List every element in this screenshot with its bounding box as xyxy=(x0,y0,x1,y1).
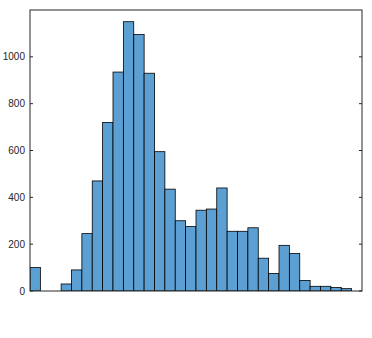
histogram-bar xyxy=(279,245,289,291)
histogram-bar xyxy=(196,210,206,291)
histogram-bar xyxy=(217,188,227,291)
histogram-bar xyxy=(175,221,185,291)
histogram-bar xyxy=(82,234,92,291)
histogram-bar xyxy=(206,209,216,291)
y-tick-label: 0 xyxy=(19,286,25,297)
histogram-bar xyxy=(103,122,113,291)
histogram-bar xyxy=(186,227,196,291)
chart-svg: 0 200 400 600 800 1000 xyxy=(0,0,372,338)
histogram-bar xyxy=(155,152,165,291)
bars xyxy=(30,22,352,291)
histogram-bar xyxy=(72,270,82,291)
histogram-bar xyxy=(113,72,123,291)
y-tick-label: 600 xyxy=(8,145,25,156)
histogram-bar xyxy=(92,181,102,291)
chart-container: 0 200 400 600 800 1000 xyxy=(0,0,372,338)
histogram-bar xyxy=(331,287,341,291)
y-tick-label: 800 xyxy=(8,98,25,109)
histogram-bar xyxy=(123,22,133,291)
y-tick-label: 200 xyxy=(8,239,25,250)
histogram-bar xyxy=(269,273,279,291)
histogram-bar xyxy=(258,258,268,291)
histogram-bar xyxy=(289,254,299,291)
plot-background xyxy=(30,10,362,291)
histogram-bar xyxy=(238,231,248,291)
histogram-bar xyxy=(321,286,331,291)
y-tick-label: 400 xyxy=(8,192,25,203)
y-tick-label: 1000 xyxy=(3,51,26,62)
histogram-bar xyxy=(300,280,310,291)
histogram-bar xyxy=(227,231,237,291)
histogram-bar xyxy=(248,228,258,291)
plot-frame xyxy=(30,10,362,291)
histogram-bar xyxy=(134,35,144,291)
histogram-bar xyxy=(310,286,320,291)
histogram-bar xyxy=(30,268,40,291)
histogram-bar xyxy=(61,284,71,291)
histogram-bar xyxy=(144,73,154,291)
histogram-bar xyxy=(165,189,175,291)
